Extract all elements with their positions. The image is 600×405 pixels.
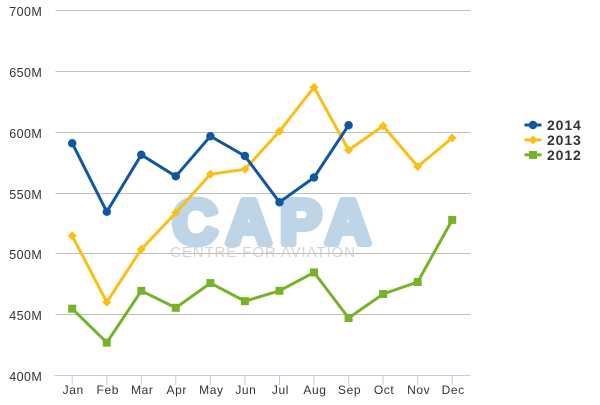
svg-text:450M: 450M [9, 309, 42, 323]
svg-text:Feb: Feb [97, 383, 119, 397]
svg-text:Sep: Sep [338, 383, 361, 397]
svg-text:CAPA: CAPA [173, 189, 380, 258]
svg-text:500M: 500M [9, 248, 42, 262]
svg-text:650M: 650M [9, 66, 42, 80]
svg-text:550M: 550M [9, 188, 42, 202]
svg-text:Nov: Nov [407, 383, 430, 397]
svg-text:May: May [199, 383, 223, 397]
svg-text:2012: 2012 [547, 147, 582, 163]
svg-text:Oct: Oct [374, 383, 395, 397]
svg-text:700M: 700M [9, 5, 42, 19]
svg-text:2014: 2014 [547, 117, 582, 133]
svg-text:Mar: Mar [131, 383, 153, 397]
svg-text:Jun: Jun [235, 383, 256, 397]
svg-text:2013: 2013 [547, 132, 582, 148]
svg-text:Dec: Dec [442, 383, 465, 397]
svg-text:400M: 400M [9, 370, 42, 384]
svg-text:CENTRE FOR AVIATION: CENTRE FOR AVIATION [170, 244, 356, 261]
svg-text:Jan: Jan [63, 383, 84, 397]
svg-text:Aug: Aug [303, 383, 326, 397]
svg-text:Apr: Apr [167, 383, 187, 397]
svg-text:Jul: Jul [272, 383, 289, 397]
svg-text:600M: 600M [9, 127, 42, 141]
